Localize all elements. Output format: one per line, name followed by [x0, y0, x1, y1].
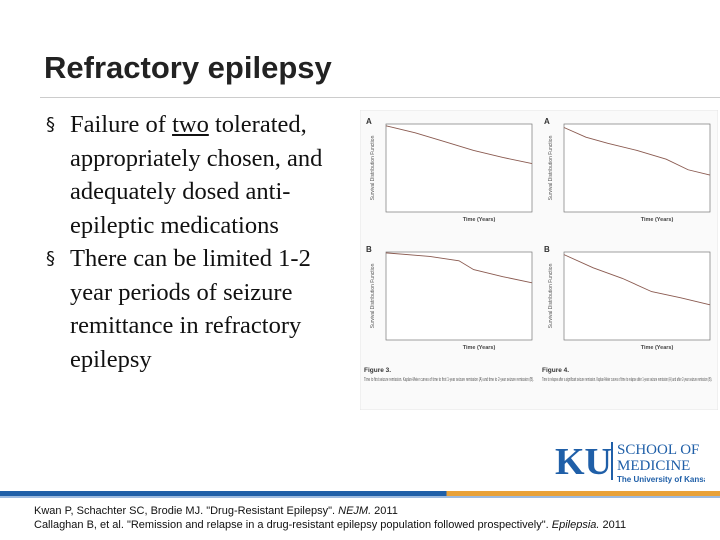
survival-curve [563, 254, 711, 306]
axis-label: Survival Distribution Function [548, 263, 554, 328]
logo: KU SCHOOL OF MEDICINE The University of … [555, 441, 705, 484]
bullet: Failure of two tolerated, appropriately … [46, 108, 346, 242]
emphasis: two [172, 111, 209, 138]
text: Failure of [70, 111, 173, 138]
panel-letter: A [366, 117, 372, 126]
text: Callaghan B, et al. "Remission and relap… [34, 519, 552, 531]
bullet: There can be limited 1-2 year periods of… [46, 242, 346, 376]
axis-label: Time (Years) [641, 217, 674, 223]
logo-line: The University of Kansas [617, 475, 705, 484]
caption-label: Figure 4. [542, 367, 569, 374]
footer-bar [0, 496, 720, 498]
plot-frame [563, 123, 711, 213]
survival-curve [385, 125, 533, 165]
plot-frame [385, 123, 533, 213]
caption-text: Time to relapse after a significant seiz… [542, 377, 712, 383]
axis-label: Time (Years) [463, 345, 496, 351]
axis-label: Survival Distribution Function [548, 135, 554, 200]
references: Kwan P, Schachter SC, Brodie MJ. "Drug-R… [34, 504, 626, 532]
axis-label: Time (Years) [641, 345, 674, 351]
panel-letter: A [544, 117, 550, 126]
logo-line: MEDICINE [617, 458, 690, 474]
text: 2011 [371, 505, 398, 517]
bullet-list: Failure of two tolerated, appropriately … [46, 108, 346, 376]
journal: Epilepsia. [551, 519, 600, 531]
slide-title: Refractory epilepsy [44, 50, 332, 85]
logo-divider [611, 442, 613, 480]
survival-curve [385, 252, 533, 284]
panel-letter: B [544, 245, 550, 254]
title-rule [40, 97, 720, 98]
journal: NEJM. [338, 505, 372, 517]
text: tolerated, appropriately chosen, and ade… [70, 111, 323, 239]
logo-line: SCHOOL OF [617, 442, 699, 458]
caption-text: Time to first seizure remission. Kaplan-… [364, 377, 534, 383]
caption-label: Figure 3. [364, 367, 391, 374]
survival-curve [563, 127, 711, 176]
text: 2011 [599, 519, 627, 531]
axis-label: Survival Distribution Function [370, 263, 376, 328]
panel-letter: B [366, 245, 372, 254]
axis-label: Time (Years) [463, 217, 496, 223]
logo-mark: KU [555, 441, 612, 483]
figure: A Survival Distribution Function Time (Yea… [360, 110, 718, 410]
text: There can be limited 1-2 year periods of… [70, 245, 311, 373]
reference: Kwan P, Schachter SC, Brodie MJ. "Drug-R… [34, 504, 626, 518]
reference: Callaghan B, et al. "Remission and relap… [34, 518, 626, 532]
footer-bar [0, 491, 720, 496]
plot-frame [385, 251, 533, 341]
plot-frame [563, 251, 711, 341]
axis-label: Survival Distribution Function [370, 135, 376, 200]
text: Kwan P, Schachter SC, Brodie MJ. "Drug-R… [34, 505, 339, 517]
